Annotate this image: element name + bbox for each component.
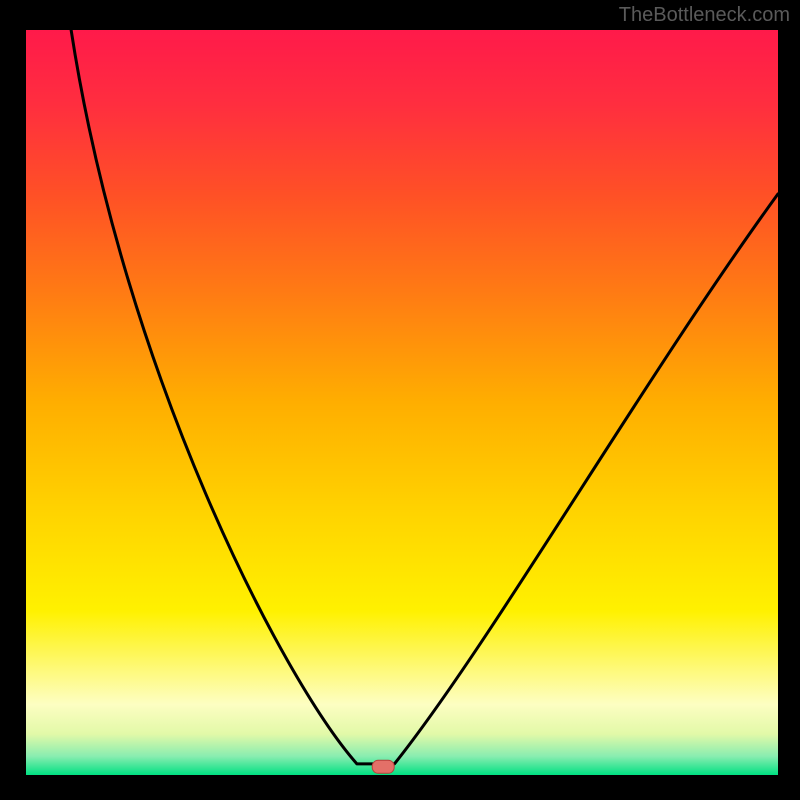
bottleneck-chart	[0, 0, 800, 800]
optimum-marker	[372, 760, 394, 773]
chart-stage: TheBottleneck.com	[0, 0, 800, 800]
plot-area	[26, 30, 778, 775]
